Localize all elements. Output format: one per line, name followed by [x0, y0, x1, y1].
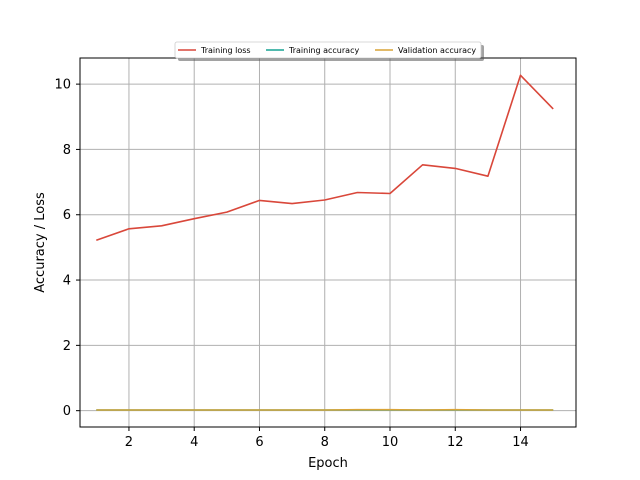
x-axis-label: Epoch: [308, 456, 348, 471]
x-tick-label: 10: [382, 435, 399, 450]
y-tick-label: 6: [63, 208, 71, 223]
legend-box: [174, 41, 482, 59]
ticks: 2 4 6 8 10 12 14 0 2 4 6 8 10: [54, 78, 528, 450]
legend: Training loss Training accuracy Validation…: [174, 41, 484, 61]
legend-label: Training loss: [200, 46, 251, 55]
x-tick-label: 4: [190, 435, 198, 450]
series-lines: [96, 74, 554, 411]
plot-frame: [79, 57, 577, 428]
y-tick-label: 4: [63, 274, 71, 289]
x-tick-label: 6: [255, 435, 263, 450]
x-tick-label: 8: [321, 435, 329, 450]
x-tick-label: 14: [512, 435, 529, 450]
legend-label: Training accuracy: [288, 46, 359, 55]
y-tick-label: 10: [54, 78, 71, 93]
series-line-0: [96, 74, 554, 241]
y-axis-label: Accuracy / Loss: [33, 192, 48, 293]
grid: [80, 58, 576, 427]
legend-label: Validation accuracy: [398, 46, 476, 55]
x-tick-label: 12: [447, 435, 464, 450]
y-tick-label: 0: [63, 404, 71, 419]
x-tick-label: 2: [125, 435, 133, 450]
y-tick-label: 8: [63, 143, 71, 158]
y-tick-label: 2: [63, 339, 71, 354]
